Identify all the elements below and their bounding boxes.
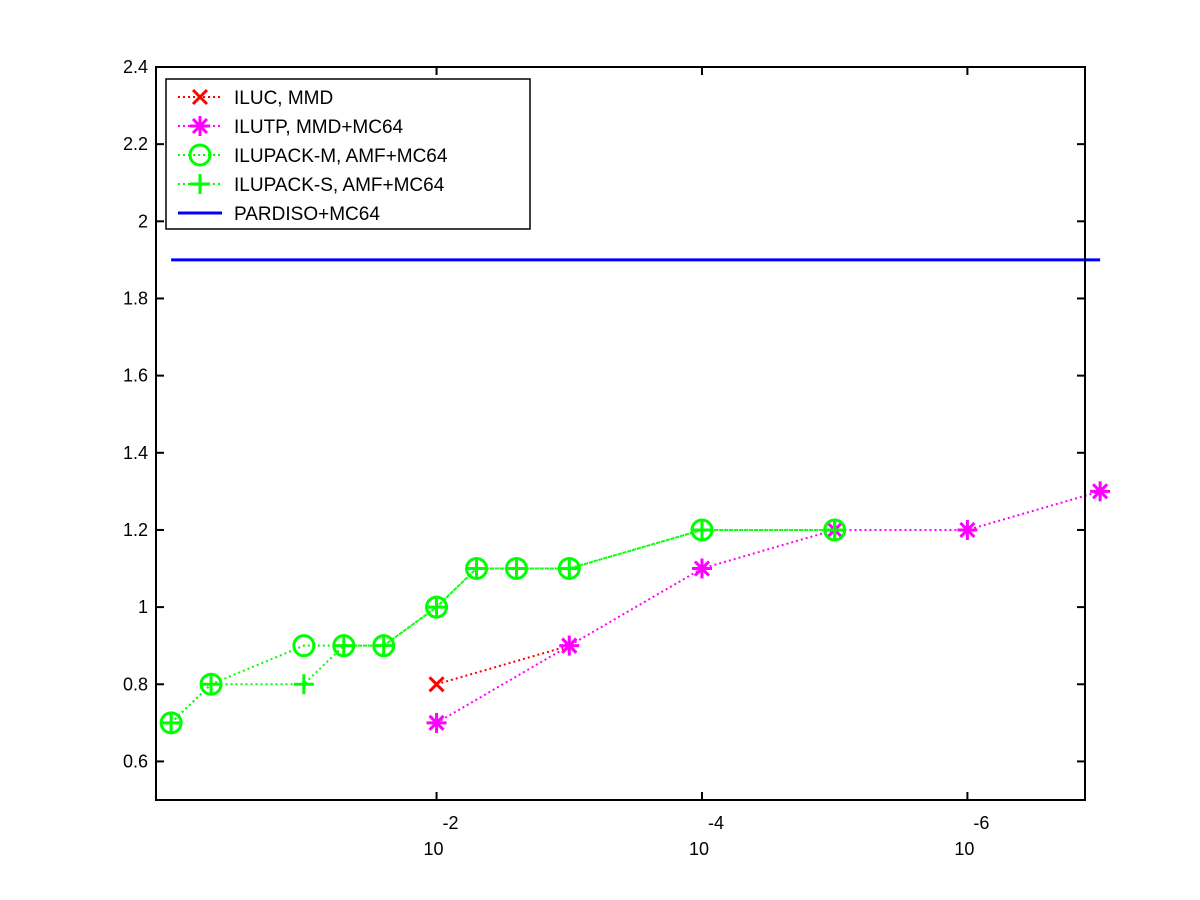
y-tick-label: 2.4 [123,57,148,77]
y-tick-label: 0.6 [123,751,148,771]
y-tick-label: 1 [138,597,148,617]
y-tick-label: 2 [138,211,148,231]
data-point-ilupack-s-amf-mc64 [559,558,580,579]
data-point-iluc-mmd [428,676,445,693]
y-tick-label: 1.6 [123,366,148,386]
legend-label: ILUTP, MMD+MC64 [234,117,404,138]
legend-label: ILUPACK-M, AMF+MC64 [234,146,448,167]
data-point-ilupack-s-amf-mc64 [466,558,487,579]
x-tick-base: 10 [424,839,444,859]
legend: ILUC, MMD ILUTP, MMD+MC64 ILUPACK-M, AMF+M… [165,78,531,230]
data-point-ilutp-mmd-mc64 [1090,481,1111,502]
legend-entry-ilutp-mmd-mc64: ILUTP, MMD+MC64 [178,116,404,138]
legend-label: ILUPACK-S, AMF+MC64 [234,175,445,196]
legend-marker-ilupack-s-amf-mc64 [190,174,210,194]
series-line-iluc-mmd [436,644,570,686]
legend-entry-pardiso-mc64: PARDISO+MC64 [178,204,380,225]
data-point-ilupack-s-amf-mc64 [506,558,527,579]
axes-frame [155,66,1086,801]
y-tick-label: 1.4 [123,443,148,463]
data-point-ilutp-mmd-mc64 [957,519,978,540]
legend-marker-iluc-mmd [191,88,209,106]
data-point-ilupack-s-amf-mc64 [824,519,845,540]
x-tick-exponent: -2 [443,813,459,833]
data-point-ilutp-mmd-mc64 [426,712,447,733]
data-point-ilupack-s-amf-mc64 [201,674,222,695]
data-point-ilutp-mmd-mc64 [691,558,712,579]
data-point-ilupack-s-amf-mc64 [691,519,712,540]
axes: 0.6 0.8 1 1.2 1.4 1.6 1.8 2 2.2 2.4 -2 10 -4 10 -6 10 [123,57,1086,859]
y-tick-label: 0.8 [123,674,148,694]
legend-entry-ilupack-m-amf-mc64: ILUPACK-M, AMF+MC64 [178,143,448,167]
data-point-ilupack-s-amf-mc64 [161,712,182,733]
data-point-ilupack-s-amf-mc64 [293,674,314,695]
series-ilupack-s-amf-mc64 [161,519,845,733]
legend-label: PARDISO+MC64 [234,204,380,225]
legend-box [165,78,531,230]
y-tick-label: 1.2 [123,520,148,540]
data-point-ilutp-mmd-mc64 [559,635,580,656]
data-point-ilupack-s-amf-mc64 [426,597,447,618]
legend-marker-ilutp-mmd-mc64 [190,116,210,136]
series-ilutp-mmd-mc64 [426,481,1111,733]
x-tick-base: 10 [689,839,709,859]
x-tick-base: 10 [954,839,974,859]
legend-entry-ilupack-s-amf-mc64: ILUPACK-S, AMF+MC64 [178,174,445,196]
series-line-ilutp-mmd-mc64 [436,490,1101,724]
series-layer [159,258,1111,735]
y-tick-label: 1.8 [123,288,148,308]
data-point-ilupack-s-amf-mc64 [333,635,354,656]
legend-entry-iluc-mmd: ILUC, MMD [178,88,333,109]
x-tick-exponent: -6 [973,813,989,833]
data-point-ilupack-m-amf-mc64 [292,634,316,658]
x-tick-exponent: -4 [708,813,724,833]
y-tick-label: 2.2 [123,134,148,154]
data-point-ilupack-s-amf-mc64 [373,635,394,656]
legend-label: ILUC, MMD [234,88,333,109]
legend-marker-ilupack-m-amf-mc64 [188,143,212,167]
